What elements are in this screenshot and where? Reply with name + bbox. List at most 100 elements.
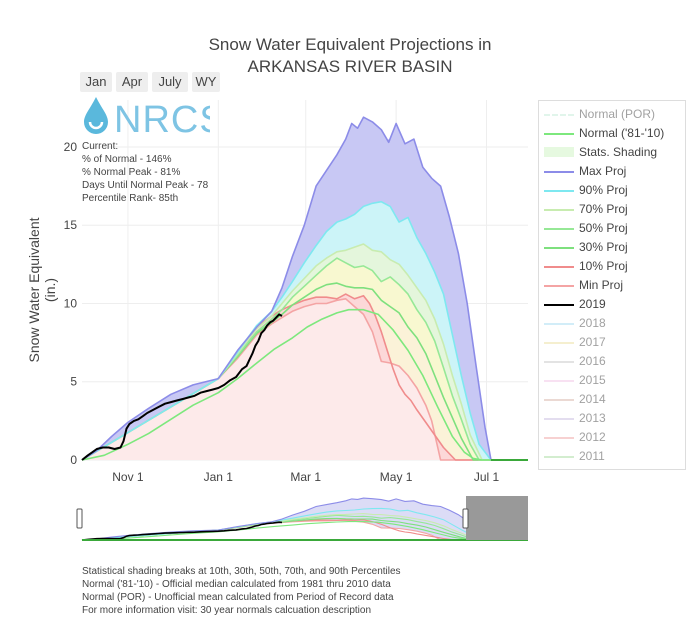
legend-label: Normal (POR) (579, 107, 656, 121)
x-tick-label: Mar 1 (290, 470, 321, 484)
legend: Normal (POR) Normal ('81-'10) Stats. Shadi… (538, 100, 686, 470)
legend-swatch (544, 190, 574, 192)
legend-item-normal-81-10-[interactable]: Normal ('81-'10) (539, 124, 685, 143)
legend-item-2017[interactable]: 2017 (539, 333, 685, 352)
legend-item-30-proj[interactable]: 30% Proj (539, 238, 685, 257)
stats-percentile-rank: Percentile Rank- 85th (82, 193, 179, 204)
legend-item-2014[interactable]: 2014 (539, 390, 685, 409)
range-button-july[interactable]: July (152, 72, 188, 92)
range-button-apr[interactable]: Apr (116, 72, 148, 92)
legend-label: Max Proj (579, 164, 627, 178)
band-1 (82, 201, 527, 460)
range-button-wy[interactable]: WY (192, 72, 220, 92)
legend-item-70-proj[interactable]: 70% Proj (539, 200, 685, 219)
legend-label: 2016 (579, 354, 606, 368)
legend-label: Min Proj (579, 278, 624, 292)
y-tick-label: 5 (70, 375, 77, 389)
mini-series-line (81, 497, 528, 541)
y-tick-label: 0 (70, 453, 77, 467)
legend-item-50-proj[interactable]: 50% Proj (539, 219, 685, 238)
stats-pct-normal: % of Normal - 146% (82, 154, 172, 165)
legend-item-max-proj[interactable]: Max Proj (539, 162, 685, 181)
legend-item-2011[interactable]: 2011 (539, 447, 685, 466)
y-tick-label: 10 (64, 296, 78, 310)
legend-swatch (544, 171, 574, 173)
stats-pct-normal-peak: % Normal Peak - 81% (82, 167, 181, 178)
legend-item-2018[interactable]: 2018 (539, 314, 685, 333)
x-tick-label: Jan 1 (204, 470, 234, 484)
footer-line: Statistical shading breaks at 10th, 30th… (82, 566, 401, 577)
legend-label: 2013 (579, 411, 606, 425)
mini-series-line (81, 507, 528, 541)
legend-swatch (544, 266, 574, 268)
legend-label: 30% Proj (579, 240, 628, 254)
x-tick-label: Jul 1 (474, 470, 500, 484)
legend-item-stats-shading[interactable]: Stats. Shading (539, 143, 685, 162)
range-slider-mask (466, 496, 528, 540)
footer-line: Normal ('81-'10) - Official median calcu… (82, 579, 391, 590)
mini-series-line (81, 521, 528, 541)
legend-label: 2014 (579, 392, 606, 406)
legend-item-2019[interactable]: 2019 (539, 295, 685, 314)
footer-line: For more information visit: 30 year norm… (82, 605, 372, 616)
legend-swatch (544, 323, 574, 325)
legend-swatch (544, 304, 574, 306)
nrcs-logo: NRCS (84, 97, 210, 139)
legend-item-2012[interactable]: 2012 (539, 428, 685, 447)
series-line-70-proj (81, 243, 528, 461)
legend-item-10-proj[interactable]: 10% Proj (539, 257, 685, 276)
legend-item-2015[interactable]: 2015 (539, 371, 685, 390)
legend-item-2016[interactable]: 2016 (539, 352, 685, 371)
y-axis-label: Snow Water Equivalent (in.) (26, 217, 58, 363)
range-slider-handle-left[interactable] (76, 508, 83, 529)
legend-label: 2011 (579, 449, 605, 463)
y-tick-label: 15 (64, 218, 78, 232)
chart-title: Snow Water Equivalent Projections in ARK… (0, 34, 700, 78)
legend-swatch (544, 456, 574, 458)
series-line-normal-81-10- (81, 308, 528, 461)
legend-item-normal-por-[interactable]: Normal (POR) (539, 105, 685, 124)
series-line-min-proj (81, 297, 528, 461)
x-tick-label: Nov 1 (112, 470, 144, 484)
footer-line: Normal (POR) - Unofficial mean calculate… (82, 592, 394, 603)
series-line-90-proj (81, 200, 528, 461)
legend-label: 70% Proj (579, 202, 628, 216)
current-stats: Current: % of Normal - 146% % Normal Pea… (82, 140, 208, 205)
logo-text: NRCS (114, 99, 210, 139)
legend-swatch (544, 133, 574, 135)
chart-title-line2: ARKANSAS RIVER BASIN (247, 57, 453, 76)
range-slider[interactable] (76, 496, 528, 541)
legend-label: 10% Proj (579, 259, 628, 273)
legend-label: 90% Proj (579, 183, 628, 197)
legend-label: 2017 (579, 335, 606, 349)
x-tick-label: May 1 (380, 470, 413, 484)
mini-series-line (81, 513, 528, 541)
band-min-floor (82, 298, 527, 460)
legend-label: 2019 (579, 297, 606, 311)
legend-swatch (544, 247, 574, 249)
legend-label: Stats. Shading (579, 145, 658, 159)
range-button-jan[interactable]: Jan (80, 72, 112, 92)
band-2 (82, 244, 527, 460)
series-line-2019 (81, 313, 283, 461)
legend-label: 2018 (579, 316, 606, 330)
stats-heading: Current: (82, 141, 119, 152)
legend-item-90-proj[interactable]: 90% Proj (539, 181, 685, 200)
band-0 (82, 117, 527, 460)
footer-notes: Statistical shading breaks at 10th, 30th… (82, 565, 401, 617)
legend-swatch (544, 342, 574, 344)
legend-item-min-proj[interactable]: Min Proj (539, 276, 685, 295)
legend-swatch (544, 285, 574, 287)
legend-swatch (544, 114, 574, 116)
legend-swatch (544, 361, 574, 363)
chart-title-line1: Snow Water Equivalent Projections in (208, 35, 492, 54)
legend-swatch (544, 228, 574, 230)
legend-swatch (544, 380, 574, 382)
legend-swatch (544, 437, 574, 439)
legend-swatch (544, 209, 574, 211)
legend-label: 2012 (579, 430, 606, 444)
range-slider-handle-right[interactable] (462, 508, 469, 529)
series-line-50-proj (81, 257, 528, 461)
legend-item-2013[interactable]: 2013 (539, 409, 685, 428)
legend-label: 2015 (579, 373, 606, 387)
